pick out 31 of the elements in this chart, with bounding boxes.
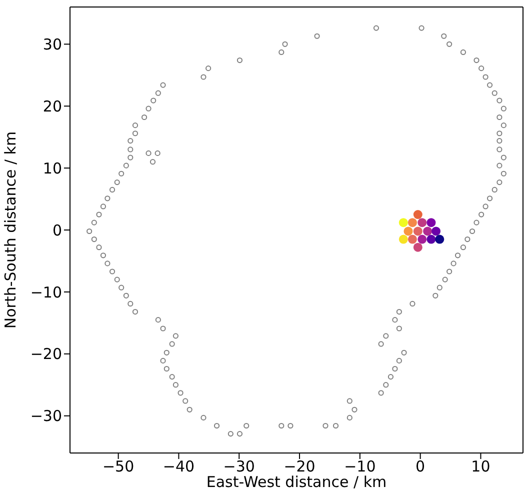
point	[426, 234, 436, 244]
point	[413, 226, 422, 236]
point	[418, 218, 427, 228]
point	[398, 218, 408, 228]
point	[423, 226, 432, 236]
x-tick-label: 0	[416, 458, 426, 476]
y-tick-label: −10	[30, 283, 62, 302]
point	[404, 226, 413, 236]
x-tick-label: −20	[284, 458, 316, 476]
point	[418, 234, 427, 244]
x-axis-title: East-West distance / km	[206, 473, 387, 491]
x-tick-label: −40	[162, 458, 195, 476]
x-tick-label: 10	[471, 458, 490, 476]
point	[408, 218, 417, 228]
point	[398, 234, 408, 244]
point	[426, 218, 436, 228]
y-tick-label: 20	[42, 97, 62, 116]
y-tick-label: −20	[30, 345, 62, 364]
y-axis-title: North-South distance / km	[1, 131, 20, 329]
y-tick-label: 0	[52, 221, 62, 240]
y-tick-label: −30	[30, 407, 62, 426]
y-tick-label: 10	[42, 159, 62, 178]
point	[432, 226, 441, 236]
point	[435, 234, 444, 244]
point	[408, 234, 417, 244]
x-tick-label: −30	[223, 458, 255, 476]
point	[413, 210, 422, 220]
point	[413, 242, 422, 252]
x-tick-label: −10	[344, 458, 376, 476]
x-tick-label: −50	[102, 458, 134, 476]
y-tick-label: 30	[42, 35, 62, 54]
